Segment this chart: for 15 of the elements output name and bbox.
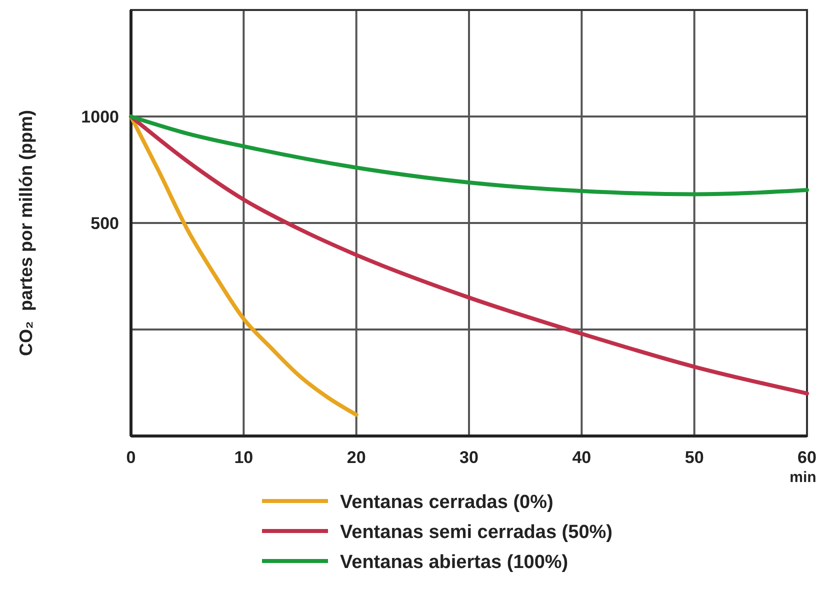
x-tick-label: 50 [684, 448, 704, 467]
y-tick-label: 1000 [81, 108, 119, 126]
x-tick-label: 10 [234, 448, 254, 467]
x-tick-label: 0 [126, 448, 136, 467]
y-axis-title: CO₂ partes por millón (ppm) [16, 110, 36, 356]
x-tick-label: 30 [460, 448, 478, 467]
y-tick-label: 500 [90, 214, 119, 233]
x-tick-label: 60 [798, 448, 816, 467]
legend-label: Ventanas cerradas (0%) [340, 492, 554, 513]
line-series [129, 114, 809, 196]
x-tick-label: 20 [346, 448, 366, 467]
x-axis-title: min [790, 469, 816, 486]
legend-label: Ventanas semi cerradas (50%) [340, 522, 612, 543]
legend-label: Ventanas abiertas (100%) [340, 552, 568, 573]
x-tick-label: 40 [572, 448, 592, 467]
